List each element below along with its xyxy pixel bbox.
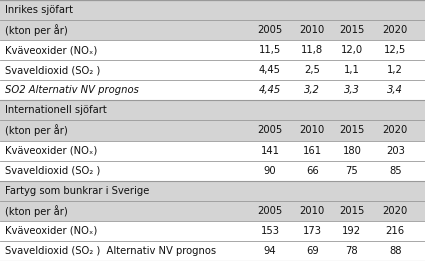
Text: 75: 75 bbox=[346, 166, 358, 176]
Text: 85: 85 bbox=[389, 166, 402, 176]
Text: Kväveoxider (NOₓ): Kväveoxider (NOₓ) bbox=[5, 45, 97, 55]
Bar bbox=[0, 121, 425, 140]
Bar bbox=[0, 201, 425, 221]
Text: (kton per år): (kton per år) bbox=[5, 124, 68, 137]
Text: 216: 216 bbox=[386, 226, 405, 236]
Text: 4,45: 4,45 bbox=[259, 65, 281, 75]
Text: 12,0: 12,0 bbox=[341, 45, 363, 55]
Text: 3,2: 3,2 bbox=[304, 85, 320, 95]
Bar bbox=[0, 221, 425, 241]
Text: 2010: 2010 bbox=[300, 126, 325, 135]
Text: 69: 69 bbox=[306, 246, 319, 256]
Text: 3,4: 3,4 bbox=[387, 85, 403, 95]
Bar bbox=[0, 241, 425, 261]
Bar bbox=[0, 20, 425, 40]
Text: 2020: 2020 bbox=[382, 126, 408, 135]
Bar bbox=[0, 40, 425, 60]
Text: 2,5: 2,5 bbox=[304, 65, 320, 75]
Text: (kton per år): (kton per år) bbox=[5, 205, 68, 217]
Text: 173: 173 bbox=[303, 226, 322, 236]
Bar bbox=[0, 100, 425, 121]
Text: Kväveoxider (NOₓ): Kväveoxider (NOₓ) bbox=[5, 226, 97, 236]
Text: (kton per år): (kton per år) bbox=[5, 24, 68, 36]
Text: 153: 153 bbox=[261, 226, 279, 236]
Text: 11,8: 11,8 bbox=[301, 45, 323, 55]
Text: 141: 141 bbox=[261, 146, 279, 156]
Text: Inrikes sjöfart: Inrikes sjöfart bbox=[5, 5, 73, 15]
Text: 2005: 2005 bbox=[257, 206, 283, 216]
Text: 94: 94 bbox=[264, 246, 276, 256]
Text: 78: 78 bbox=[346, 246, 358, 256]
Text: SO2 Alternativ NV prognos: SO2 Alternativ NV prognos bbox=[5, 85, 139, 95]
Text: 2010: 2010 bbox=[300, 206, 325, 216]
Text: 180: 180 bbox=[343, 146, 361, 156]
Text: 2020: 2020 bbox=[382, 25, 408, 35]
Text: 11,5: 11,5 bbox=[259, 45, 281, 55]
Text: 161: 161 bbox=[303, 146, 322, 156]
Bar bbox=[0, 140, 425, 161]
Text: 192: 192 bbox=[342, 226, 361, 236]
Bar bbox=[0, 181, 425, 201]
Text: 12,5: 12,5 bbox=[384, 45, 406, 55]
Text: 4,45: 4,45 bbox=[259, 85, 281, 95]
Text: Internationell sjöfart: Internationell sjöfart bbox=[5, 105, 107, 115]
Text: 1,1: 1,1 bbox=[344, 65, 360, 75]
Text: Svaveldioxid (SO₂ ): Svaveldioxid (SO₂ ) bbox=[5, 166, 100, 176]
Bar bbox=[0, 60, 425, 80]
Text: 1,2: 1,2 bbox=[387, 65, 403, 75]
Text: 2010: 2010 bbox=[300, 25, 325, 35]
Text: 88: 88 bbox=[389, 246, 402, 256]
Bar bbox=[0, 161, 425, 181]
Bar bbox=[0, 0, 425, 20]
Text: Fartyg som bunkrar i Sverige: Fartyg som bunkrar i Sverige bbox=[5, 186, 150, 196]
Text: Svaveldioxid (SO₂ )  Alternativ NV prognos: Svaveldioxid (SO₂ ) Alternativ NV progno… bbox=[5, 246, 216, 256]
Text: 3,3: 3,3 bbox=[344, 85, 360, 95]
Text: 66: 66 bbox=[306, 166, 319, 176]
Text: Kväveoxider (NOₓ): Kväveoxider (NOₓ) bbox=[5, 146, 97, 156]
Text: 203: 203 bbox=[386, 146, 405, 156]
Text: 2015: 2015 bbox=[339, 126, 365, 135]
Text: 2005: 2005 bbox=[257, 126, 283, 135]
Text: 2005: 2005 bbox=[257, 25, 283, 35]
Text: 2020: 2020 bbox=[382, 206, 408, 216]
Bar bbox=[0, 80, 425, 100]
Text: Svaveldioxid (SO₂ ): Svaveldioxid (SO₂ ) bbox=[5, 65, 100, 75]
Text: 2015: 2015 bbox=[339, 25, 365, 35]
Text: 2015: 2015 bbox=[339, 206, 365, 216]
Text: 90: 90 bbox=[264, 166, 276, 176]
